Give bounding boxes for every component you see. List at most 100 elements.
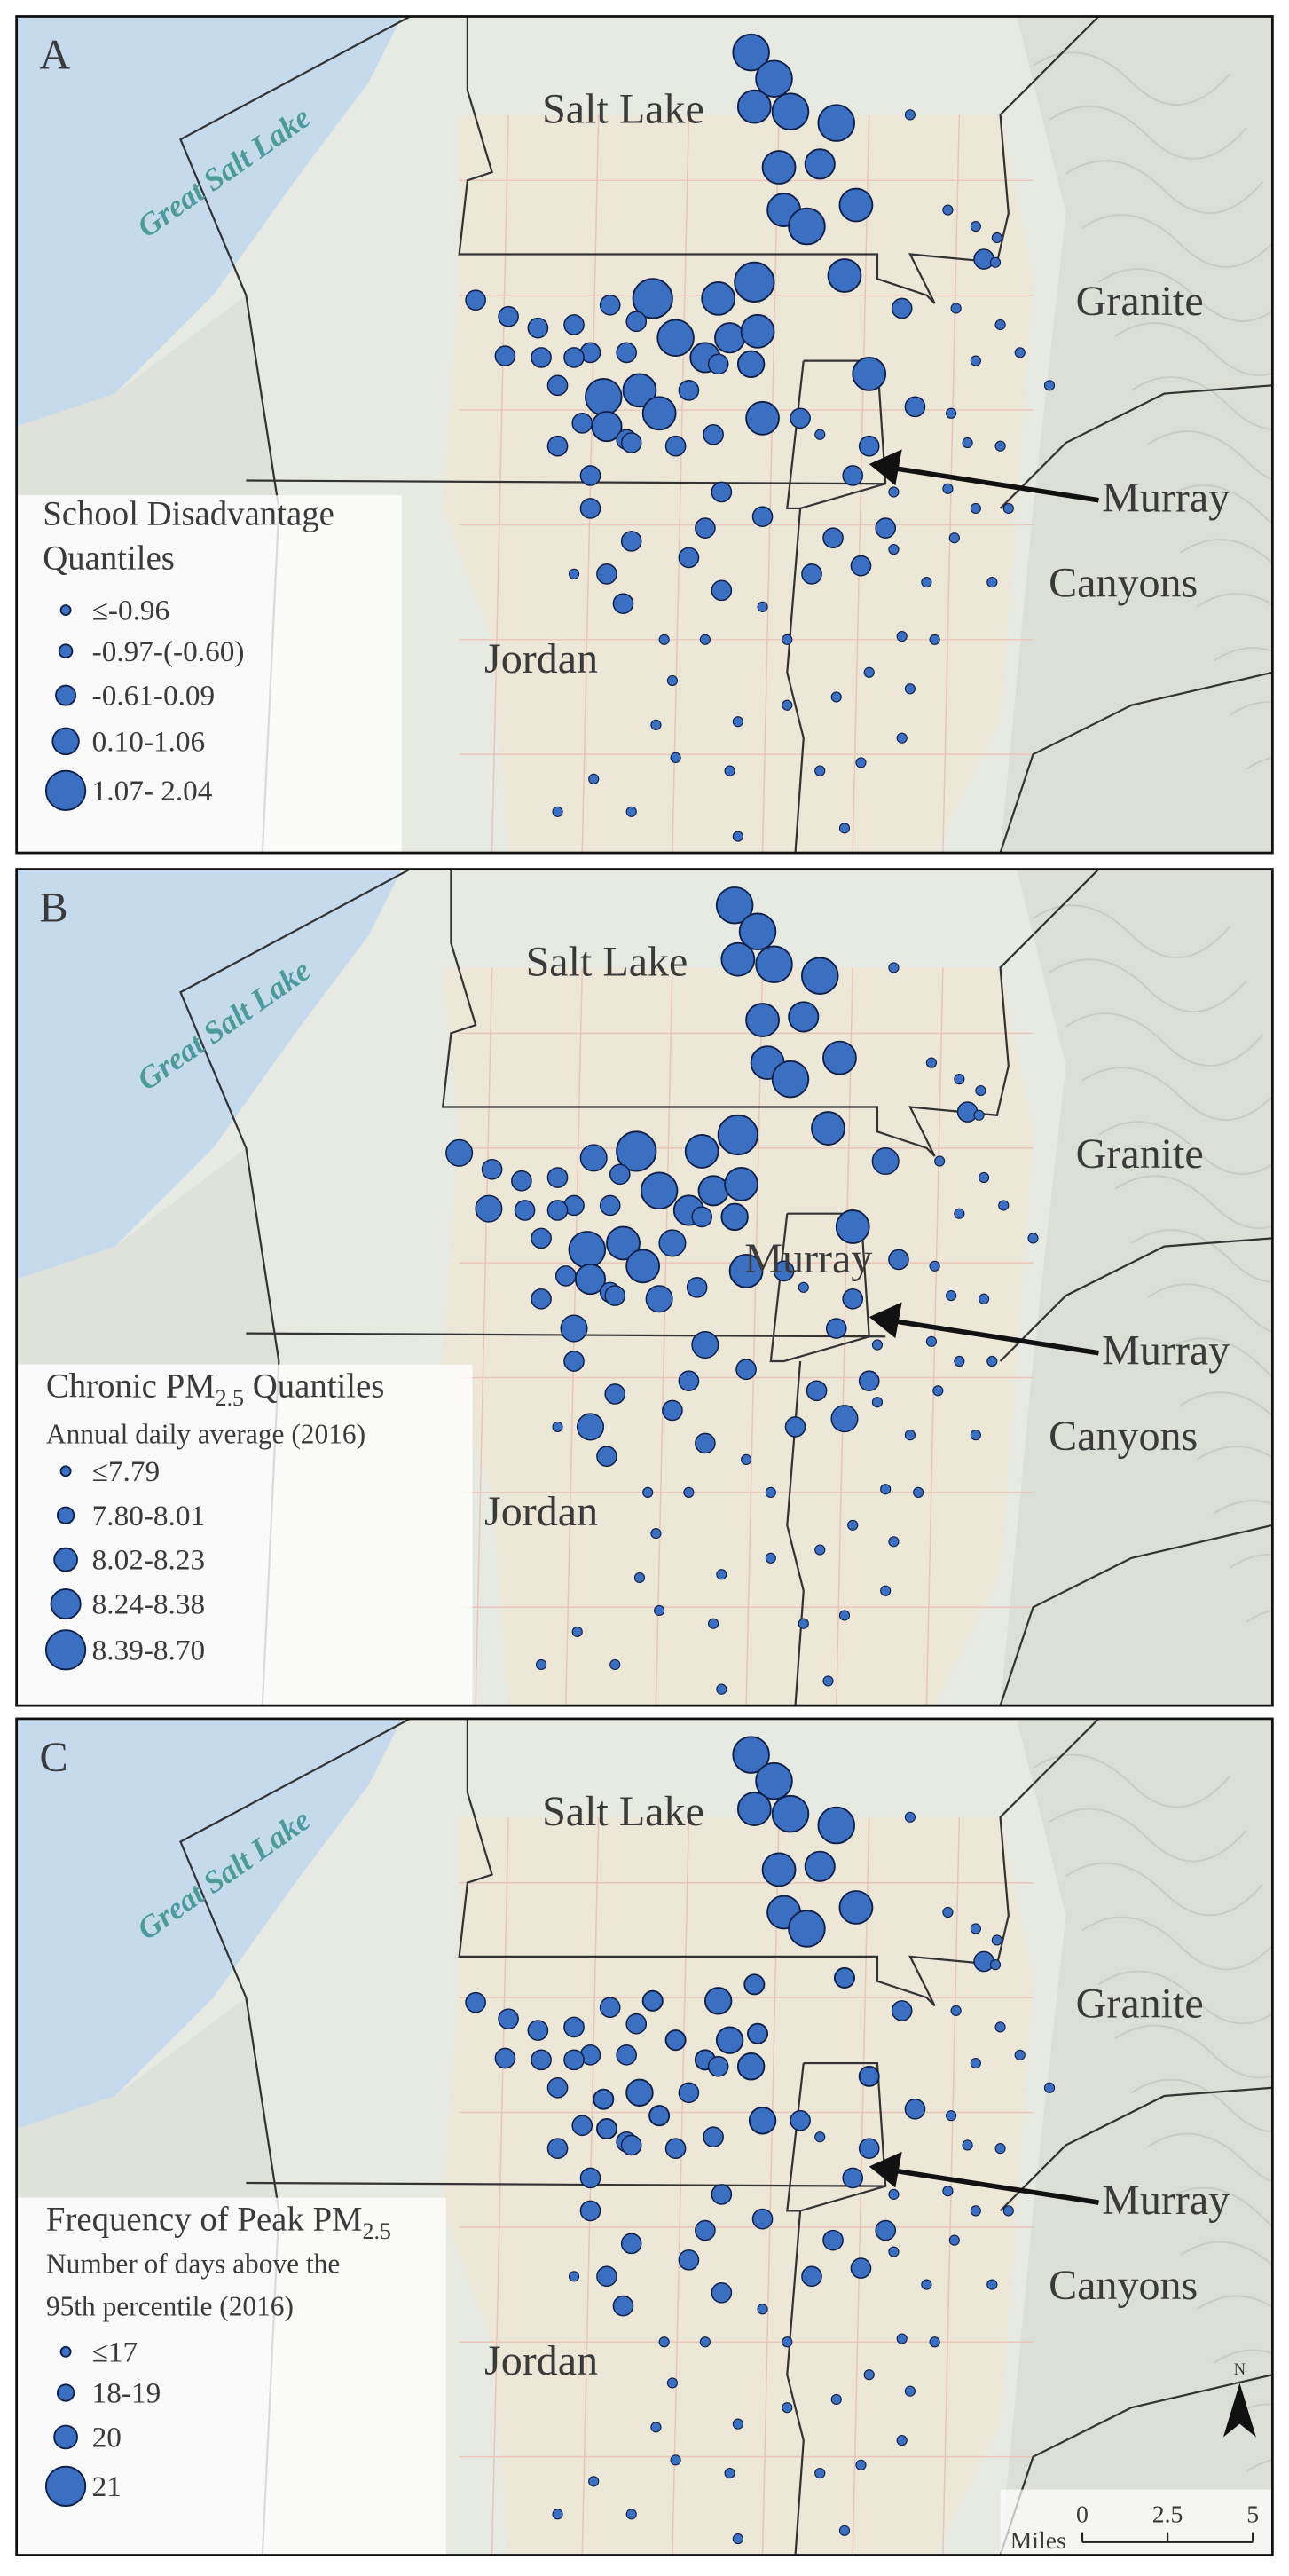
school-marker [825, 1318, 847, 1339]
school-marker [732, 2418, 743, 2430]
ridge [1097, 268, 1273, 322]
legend-symbol [59, 1465, 72, 1477]
school-marker [527, 2020, 549, 2041]
school-marker [970, 2057, 981, 2069]
school-marker [498, 305, 519, 327]
school-marker [855, 757, 867, 768]
school-marker [788, 1001, 820, 1033]
legend-item: -0.61-0.09 [92, 680, 216, 713]
school-marker [546, 1200, 569, 1221]
school-marker [948, 532, 960, 544]
school-marker [946, 1289, 957, 1302]
school-marker [576, 1413, 605, 1441]
school-marker [546, 2076, 569, 2099]
school-marker [986, 2279, 998, 2290]
school-marker [732, 716, 743, 728]
school-marker [891, 2000, 913, 2021]
school-marker [745, 400, 780, 436]
school-marker [747, 2022, 769, 2044]
school-marker [717, 1114, 758, 1156]
ridge [1213, 647, 1273, 662]
ridge [1065, 160, 1263, 214]
school-marker [934, 1155, 946, 1167]
school-marker [925, 1335, 938, 1347]
school-marker [1043, 380, 1056, 391]
district-boundary [786, 2061, 887, 2212]
school-marker [678, 2249, 700, 2271]
school-marker [771, 1794, 810, 1833]
school-marker [978, 1293, 990, 1304]
legend-item: 1.07- 2.04 [92, 775, 213, 807]
school-marker [546, 1167, 569, 1188]
ridge [1196, 593, 1273, 608]
school-marker [695, 517, 716, 539]
school-marker [847, 1519, 859, 1531]
legend-item: 20 [92, 2422, 122, 2454]
school-marker [666, 2377, 679, 2389]
panel-frame [15, 15, 1274, 855]
school-marker [568, 2271, 580, 2282]
map-panel: Great Salt Lake Salt LakeGraniteMurrayCan… [15, 1717, 1274, 2556]
school-marker [904, 2098, 926, 2120]
school-marker [989, 256, 1002, 268]
road [491, 114, 509, 854]
school-marker [616, 2044, 637, 2066]
school-marker [932, 1385, 944, 1397]
school-marker [850, 2257, 872, 2279]
school-marker [625, 1249, 661, 1284]
school-marker [904, 683, 916, 695]
school-marker [991, 1934, 1002, 1946]
school-marker [838, 1890, 874, 1925]
school-marker [546, 2138, 569, 2159]
school-marker [751, 506, 774, 528]
school-marker [962, 437, 973, 449]
district-label: Salt Lake [542, 1788, 704, 1835]
school-marker [596, 2265, 617, 2288]
legend-title: School Disadvantage [43, 494, 334, 532]
school-marker [929, 1260, 940, 1272]
pointer-line [888, 1318, 1099, 1356]
ridge [1081, 1067, 1273, 1121]
school-marker [699, 634, 711, 645]
school-marker [732, 1736, 770, 1774]
map-content: Great Salt Lake Salt LakeGraniteMurrayCan… [16, 869, 1273, 1706]
school-marker [552, 1421, 563, 1433]
school-marker [801, 957, 839, 995]
school-marker [563, 314, 585, 335]
panel-letter: B [40, 885, 68, 932]
school-marker [904, 109, 916, 121]
school-marker [620, 2233, 642, 2255]
mountains [1000, 869, 1273, 1706]
ridge [1163, 1337, 1273, 1378]
school-marker [896, 631, 908, 642]
school-marker [782, 2402, 793, 2414]
school-marker [736, 1792, 772, 1826]
school-marker [842, 1288, 864, 1310]
school-marker [743, 1973, 766, 1996]
school-marker [751, 2208, 774, 2230]
ridge [1081, 214, 1273, 268]
school-marker [465, 1991, 486, 2013]
ridge [1163, 484, 1273, 525]
school-marker [942, 2186, 954, 2197]
school-marker [858, 1370, 880, 1392]
school-marker [946, 407, 957, 419]
school-marker [842, 465, 864, 486]
ridge [1213, 1500, 1273, 1515]
legend-symbol [56, 1506, 75, 1524]
school-marker [888, 1249, 909, 1271]
school-marker [1043, 2082, 1056, 2093]
school-marker [707, 2055, 729, 2077]
school-marker [632, 278, 673, 319]
school-marker [921, 577, 932, 588]
school-marker [946, 2110, 957, 2122]
district-boundary [786, 1360, 805, 1706]
school-marker [686, 1277, 708, 1298]
district-boundary [999, 384, 1273, 509]
school-marker [633, 1572, 646, 1584]
district-boundary [441, 869, 1100, 1157]
lake [16, 1718, 402, 2129]
lake [16, 869, 402, 1280]
school-marker [703, 2126, 724, 2148]
ridge [1180, 1391, 1273, 1417]
